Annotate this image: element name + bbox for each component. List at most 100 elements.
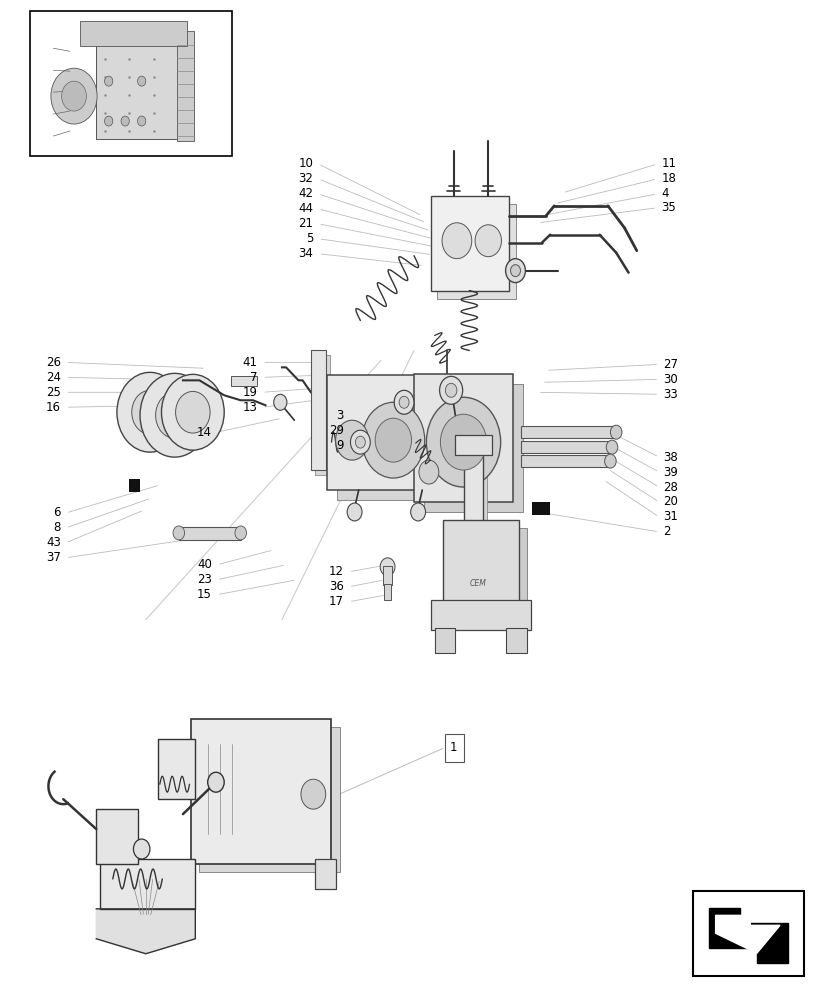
Bar — [158, 739, 195, 799]
Text: 12: 12 — [328, 565, 343, 578]
Text: 15: 15 — [197, 588, 212, 601]
Text: 27: 27 — [662, 358, 677, 371]
Bar — [199, 727, 339, 872]
Bar — [96, 809, 137, 864]
Circle shape — [61, 81, 86, 111]
Circle shape — [300, 779, 325, 809]
Circle shape — [350, 430, 370, 454]
Bar — [129, 479, 140, 492]
Polygon shape — [715, 915, 779, 953]
Bar — [437, 204, 515, 299]
Circle shape — [133, 839, 150, 859]
Text: 23: 23 — [197, 573, 212, 586]
Bar — [445, 734, 463, 762]
Text: 31: 31 — [662, 510, 677, 523]
Circle shape — [361, 402, 424, 478]
Text: 35: 35 — [661, 201, 676, 214]
Circle shape — [442, 223, 471, 259]
Circle shape — [161, 374, 224, 450]
Text: 37: 37 — [45, 551, 60, 564]
Circle shape — [475, 225, 501, 257]
Bar — [532, 502, 549, 515]
Circle shape — [445, 383, 457, 397]
Text: 43: 43 — [45, 536, 60, 549]
Circle shape — [604, 454, 615, 468]
Circle shape — [137, 116, 146, 126]
Bar — [79, 21, 187, 46]
Text: 40: 40 — [197, 558, 212, 571]
Text: 41: 41 — [242, 356, 257, 369]
Circle shape — [208, 772, 224, 792]
Text: 29: 29 — [328, 424, 343, 437]
Text: 19: 19 — [242, 386, 257, 399]
Text: 5: 5 — [306, 232, 313, 245]
Text: 13: 13 — [242, 401, 257, 414]
Bar — [521, 426, 615, 438]
Text: 20: 20 — [662, 495, 677, 508]
Bar — [31, 11, 232, 156]
Text: 42: 42 — [298, 187, 313, 200]
Circle shape — [173, 526, 184, 540]
Bar — [451, 528, 527, 613]
Text: 38: 38 — [662, 451, 677, 464]
Text: 1: 1 — [449, 741, 457, 754]
Bar — [466, 445, 486, 585]
Circle shape — [418, 460, 438, 484]
Bar — [179, 527, 241, 540]
Text: 32: 32 — [298, 172, 313, 185]
Bar — [310, 350, 325, 470]
Text: 14: 14 — [197, 426, 212, 439]
Text: 25: 25 — [45, 386, 60, 399]
Bar — [314, 355, 329, 475]
Text: 39: 39 — [662, 466, 677, 479]
Text: 3: 3 — [336, 409, 343, 422]
Text: 26: 26 — [45, 356, 60, 369]
Bar — [506, 628, 527, 653]
Bar — [231, 376, 257, 386]
Circle shape — [410, 503, 425, 521]
Text: 30: 30 — [662, 373, 677, 386]
Bar — [430, 196, 509, 291]
Circle shape — [347, 503, 361, 521]
Circle shape — [355, 436, 365, 448]
Circle shape — [609, 425, 621, 439]
Circle shape — [140, 373, 209, 457]
Circle shape — [605, 440, 617, 454]
Bar — [442, 520, 519, 605]
Circle shape — [439, 376, 462, 404]
Circle shape — [380, 558, 394, 576]
Bar — [434, 628, 455, 653]
Circle shape — [155, 392, 194, 438]
Circle shape — [394, 390, 414, 414]
Bar — [337, 385, 465, 500]
Bar — [177, 31, 194, 141]
Circle shape — [121, 116, 129, 126]
Text: 21: 21 — [298, 217, 313, 230]
Bar — [521, 455, 609, 467]
Circle shape — [274, 394, 287, 410]
Circle shape — [505, 259, 525, 283]
Circle shape — [235, 526, 246, 540]
Text: 2: 2 — [662, 525, 670, 538]
Bar — [521, 441, 611, 453]
Bar — [314, 859, 335, 889]
Text: 28: 28 — [662, 481, 677, 494]
Bar — [463, 440, 483, 580]
Circle shape — [137, 76, 146, 86]
Circle shape — [426, 397, 500, 487]
Bar — [96, 34, 179, 139]
Bar — [384, 584, 390, 600]
Circle shape — [117, 372, 183, 452]
Text: 36: 36 — [328, 580, 343, 593]
Polygon shape — [708, 908, 787, 963]
Bar — [191, 719, 331, 864]
Text: 18: 18 — [661, 172, 676, 185]
Circle shape — [375, 418, 411, 462]
Text: 34: 34 — [298, 247, 313, 260]
Text: 17: 17 — [328, 595, 343, 608]
Polygon shape — [96, 909, 195, 954]
Bar — [423, 384, 523, 512]
Circle shape — [335, 420, 368, 460]
Circle shape — [399, 396, 409, 408]
Text: 33: 33 — [662, 388, 677, 401]
